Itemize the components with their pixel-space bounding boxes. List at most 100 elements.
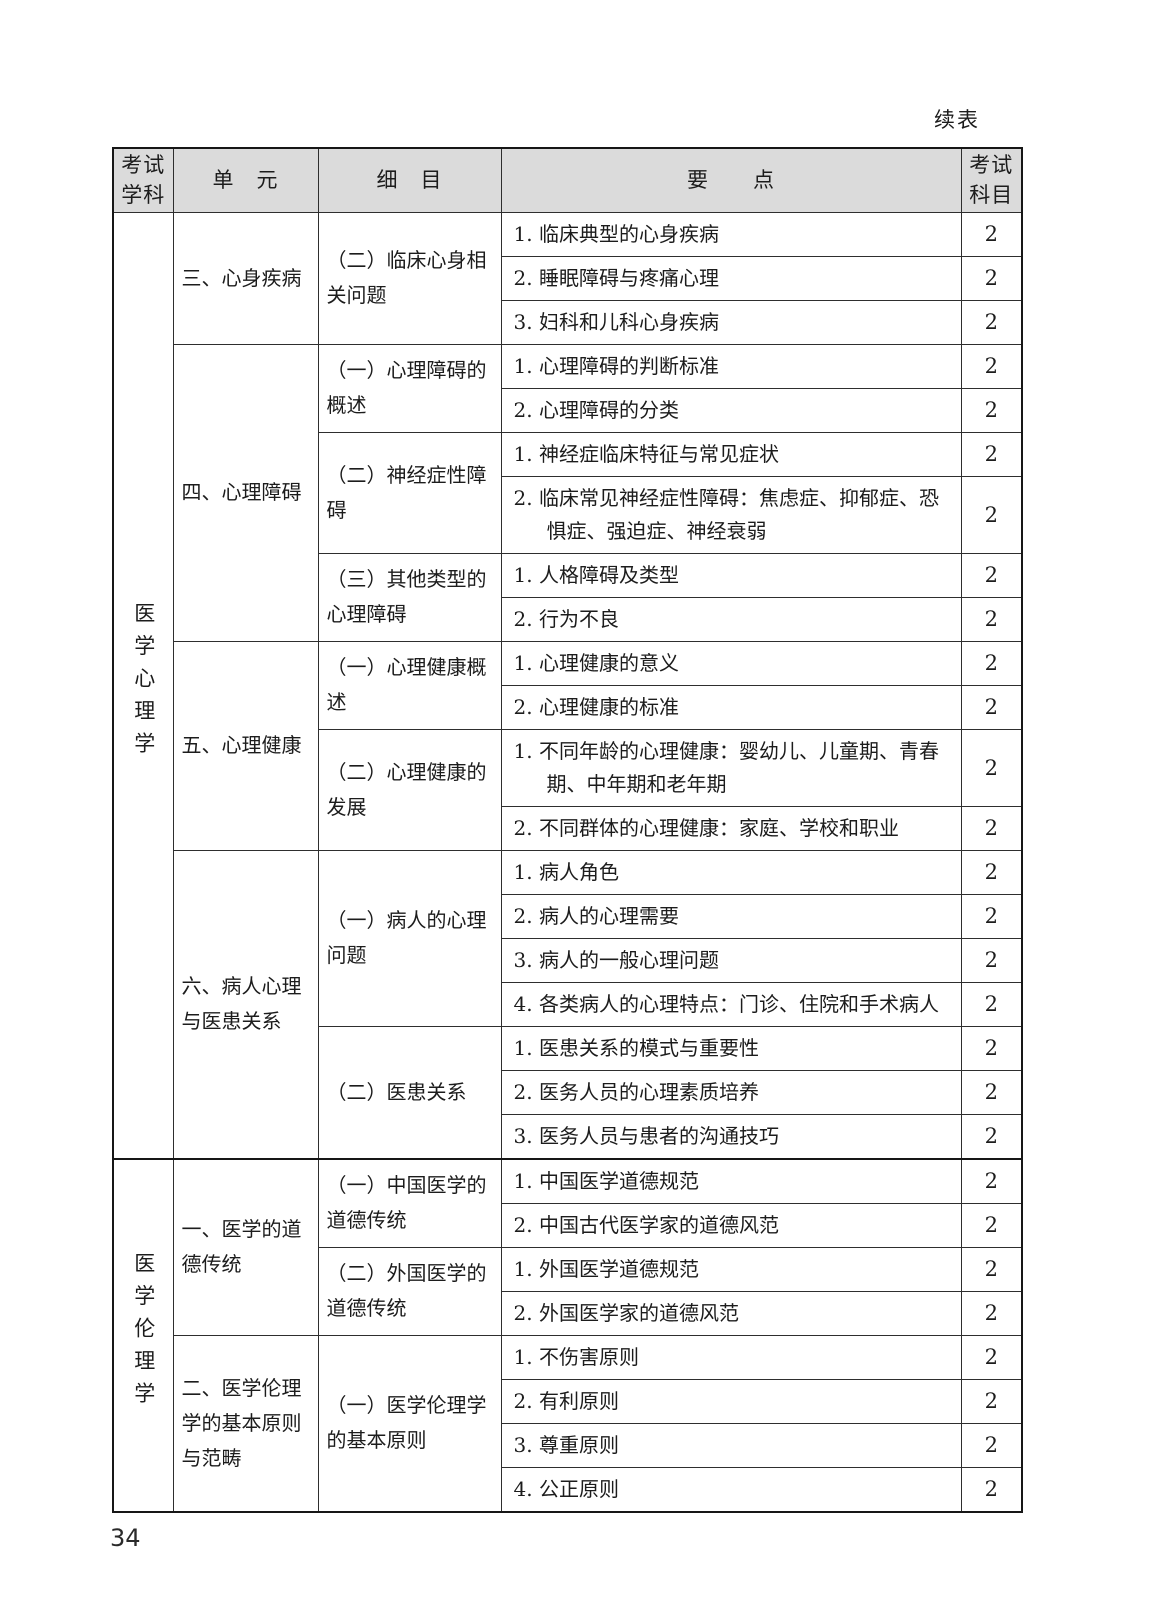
point-cell: 1. 病人角色 [500,849,962,895]
header-unit: 单 元 [172,147,319,213]
subject-cell: 医学心理学 [112,211,174,1160]
unit-cell: 一、医学的道德传统 [172,1157,319,1336]
point-cell: 2. 临床常见神经症性障碍：焦虑症、抑郁症、恐惧症、强迫症、神经衰弱 [500,475,962,554]
point-cell: 1. 神经症临床特征与常见症状 [500,431,962,477]
page-number: 34 [110,1524,141,1552]
table-row: 2. 临床常见神经症性障碍：焦虑症、抑郁症、恐惧症、强迫症、神经衰弱 2 [113,475,1023,554]
table-row: 六、病人心理与医患关系 （一）病人的心理问题 1. 病人角色 2 [113,849,1023,1160]
point-cell: 2. 心理健康的标准 [500,684,962,730]
point-cell: 1. 医患关系的模式与重要性 [500,1025,962,1071]
detail-cell: （一）心理健康概述 [317,640,502,730]
table-row: （三）其他类型的心理障碍 1. 人格障碍及类型 2 [113,552,1023,642]
point-cell: 1. 临床典型的心身疾病 [500,211,962,257]
score-cell: 2 [960,1246,1023,1292]
subject-vertical-label: 医学伦理学 [131,1251,156,1415]
point-cell: 2. 心理障碍的分类 [500,387,962,433]
detail-cell: （二）外国医学的道德传统 [317,1246,502,1336]
table-row: （二）心理健康的发展 1. 不同年龄的心理健康：婴幼儿、儿童期、青春期、中年期和… [113,728,1023,851]
header-exam-subject: 考试 学科 [112,147,174,213]
point-cell: 2. 行为不良 [500,596,962,642]
score-cell: 2 [960,1202,1023,1248]
table-row: 2. 有利原则 2 [113,1378,1023,1424]
score-cell: 2 [960,1025,1023,1071]
score-cell: 2 [960,1334,1023,1380]
score-cell: 2 [960,552,1023,598]
point-cell: 1. 心理健康的意义 [500,640,962,686]
detail-cell: （一）心理障碍的概述 [317,343,502,433]
continued-table-label: 续表 [934,108,980,132]
detail-cell: （一）病人的心理问题 [317,849,502,1027]
table-row: 二、医学伦理学的基本原则与范畴 （一）医学伦理学的基本原则 1. 不伤害原则 2 [113,1334,1023,1513]
point-cell: 2. 中国古代医学家的道德风范 [500,1202,962,1248]
score-cell: 2 [960,937,1023,983]
point-cell: 1. 心理障碍的判断标准 [500,343,962,389]
detail-cell: （二）神经症性障碍 [317,431,502,554]
subject-vertical-label: 医学心理学 [131,601,156,765]
score-cell: 2 [960,299,1023,345]
table-row: 3. 病人的一般心理问题 2 [113,937,1023,983]
table-row: 2. 不同群体的心理健康：家庭、学校和职业 2 [113,805,1023,851]
table-row: 3. 尊重原则 2 [113,1422,1023,1468]
point-cell: 1. 不同年龄的心理健康：婴幼儿、儿童期、青春期、中年期和老年期 [500,728,962,807]
unit-cell: 四、心理障碍 [172,343,319,642]
table-row: 3. 医务人员与患者的沟通技巧 2 [113,1113,1023,1160]
point-cell: 1. 人格障碍及类型 [500,552,962,598]
point-cell: 4. 公正原则 [500,1466,962,1513]
header-row: 考试 学科 单 元 细 目 要 点 考试 科目 [112,147,1023,213]
point-cell: 3. 病人的一般心理问题 [500,937,962,983]
table-row: 3. 妇科和儿科心身疾病 2 [113,299,1023,345]
detail-cell: （一）医学伦理学的基本原则 [317,1334,502,1513]
score-cell: 2 [960,255,1023,301]
table-row: （二）外国医学的道德传统 1. 外国医学道德规范 2 [113,1246,1023,1336]
detail-cell: （一）中国医学的道德传统 [317,1157,502,1248]
table-row: （二）神经症性障碍 1. 神经症临床特征与常见症状 2 [113,431,1023,554]
unit-cell: 五、心理健康 [172,640,319,851]
header-points: 要 点 [500,147,962,213]
point-cell: 1. 外国医学道德规范 [500,1246,962,1292]
subject-cell: 医学伦理学 [112,1157,174,1513]
header-exam-subject-number: 考试 科目 [960,147,1023,213]
score-cell: 2 [960,640,1023,686]
score-cell: 2 [960,1069,1023,1115]
unit-cell: 六、病人心理与医患关系 [172,849,319,1160]
score-cell: 2 [960,343,1023,389]
point-cell: 2. 不同群体的心理健康：家庭、学校和职业 [500,805,962,851]
table-row: 2. 医务人员的心理素质培养 2 [113,1069,1023,1115]
header-detail: 细 目 [317,147,502,213]
score-cell: 2 [960,981,1023,1027]
score-cell: 2 [960,1113,1023,1160]
detail-cell: （二）临床心身相关问题 [317,211,502,345]
table-row: 2. 睡眠障碍与疼痛心理 2 [113,255,1023,301]
point-cell: 2. 有利原则 [500,1378,962,1424]
score-cell: 2 [960,684,1023,730]
table-row: 4. 各类病人的心理特点：门诊、住院和手术病人 2 [113,981,1023,1027]
score-cell: 2 [960,1378,1023,1424]
score-cell: 2 [960,728,1023,807]
point-cell: 3. 尊重原则 [500,1422,962,1468]
score-cell: 2 [960,431,1023,477]
detail-cell: （三）其他类型的心理障碍 [317,552,502,642]
table-row: 2. 病人的心理需要 2 [113,893,1023,939]
point-cell: 2. 病人的心理需要 [500,893,962,939]
score-cell: 2 [960,387,1023,433]
point-cell: 4. 各类病人的心理特点：门诊、住院和手术病人 [500,981,962,1027]
table-row: 2. 行为不良 2 [113,596,1023,642]
point-cell: 2. 外国医学家的道德风范 [500,1290,962,1336]
score-cell: 2 [960,1290,1023,1336]
score-cell: 2 [960,893,1023,939]
score-cell: 2 [960,596,1023,642]
table-row: 医学伦理学 一、医学的道德传统 （一）中国医学的道德传统 1. 中国医学道德规范… [112,1157,1023,1513]
unit-cell: 三、心身疾病 [172,211,319,345]
score-cell: 2 [960,211,1023,257]
score-cell: 2 [960,805,1023,851]
syllabus-table: 考试 学科 单 元 细 目 要 点 考试 科目 医学心理学 三、心身疾病 （二）… [112,147,1023,1513]
table-row: 4. 公正原则 2 [113,1466,1023,1513]
table-row: 医学心理学 三、心身疾病 （二）临床心身相关问题 1. 临床典型的心身疾病 2 [112,211,1023,1160]
point-cell: 2. 医务人员的心理素质培养 [500,1069,962,1115]
detail-cell: （二）医患关系 [317,1025,502,1160]
score-cell: 2 [960,849,1023,895]
table-row: 2. 中国古代医学家的道德风范 2 [113,1202,1023,1248]
table-row: 2. 心理障碍的分类 2 [113,387,1023,433]
table-row: 四、心理障碍 （一）心理障碍的概述 1. 心理障碍的判断标准 2 [113,343,1023,642]
unit-cell: 二、医学伦理学的基本原则与范畴 [172,1334,319,1513]
